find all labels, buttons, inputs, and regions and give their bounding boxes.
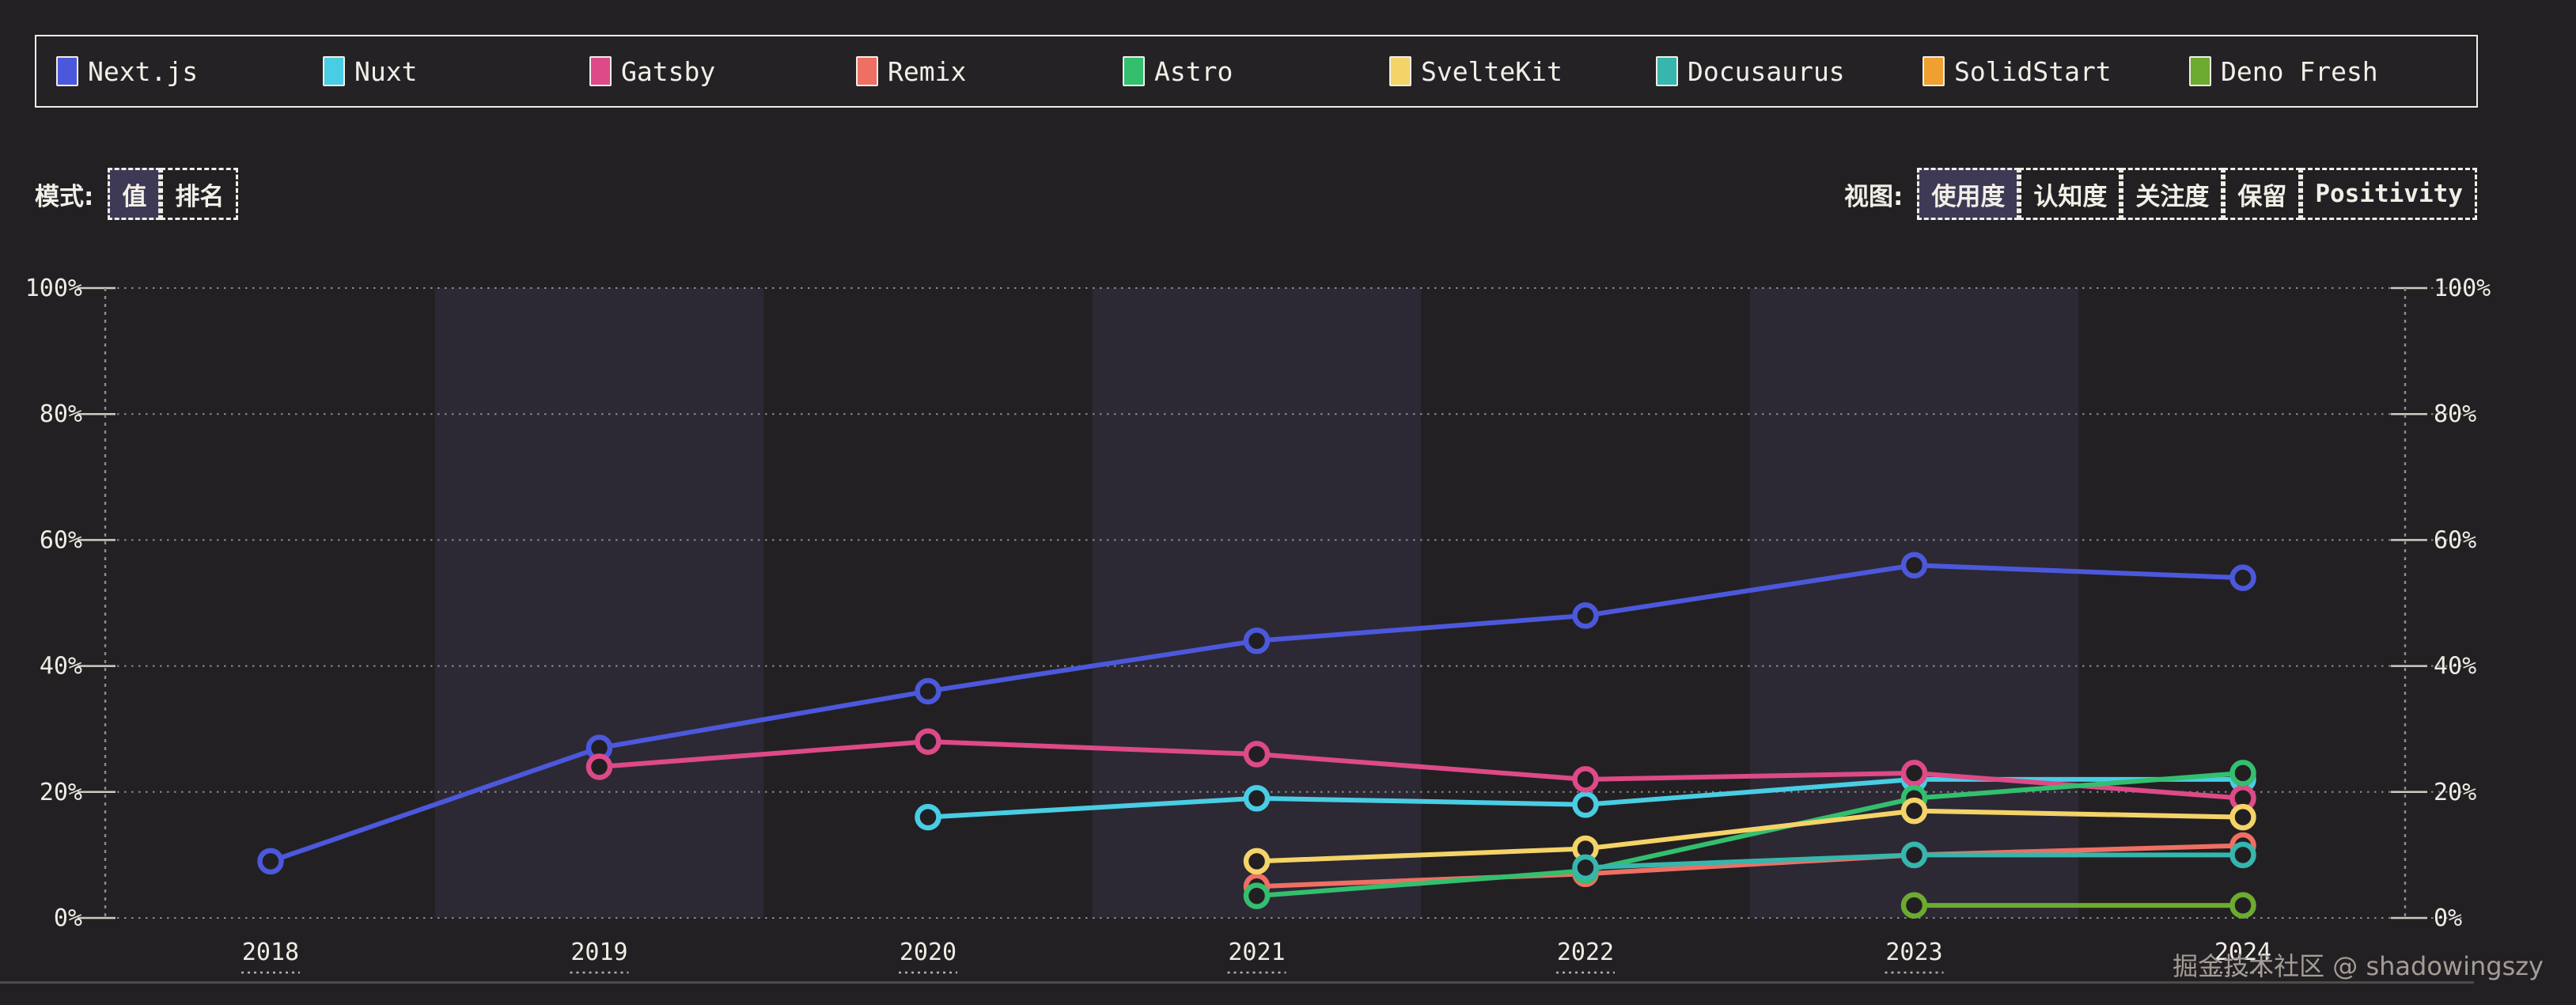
legend-item-next-js[interactable]: Next.js bbox=[56, 56, 323, 87]
view-button-关注度[interactable]: 关注度 bbox=[2121, 168, 2224, 220]
background-band-2021 bbox=[1092, 288, 1422, 918]
data-point-nuxt[interactable] bbox=[1243, 785, 1271, 812]
data-point-next-js[interactable] bbox=[1900, 552, 1928, 578]
legend-swatch-icon bbox=[856, 56, 878, 86]
legend-label: SvelteKit bbox=[1421, 55, 1563, 87]
view-button-使用度[interactable]: 使用度 bbox=[1917, 168, 2020, 220]
legend-item-docusaurus[interactable]: Docusaurus bbox=[1656, 56, 1923, 87]
legend-swatch-icon bbox=[323, 56, 345, 86]
legend-swatch-icon bbox=[1656, 56, 1678, 86]
mode-controls: 模式: 值排名 bbox=[35, 168, 239, 220]
y-axis-label-left: 80% bbox=[40, 400, 82, 428]
data-point-nuxt[interactable] bbox=[1572, 791, 1599, 818]
legend-item-remix[interactable]: Remix bbox=[856, 56, 1123, 87]
legend-label: Deno Fresh bbox=[2221, 55, 2378, 87]
data-point-gatsby[interactable] bbox=[1243, 741, 1271, 768]
x-axis-label-2024: 2024 bbox=[2214, 939, 2271, 966]
legend-swatch-icon bbox=[2189, 56, 2211, 86]
series-line-remix bbox=[1254, 843, 2245, 889]
data-point-docusaurus[interactable] bbox=[1900, 841, 1928, 869]
series-line-gatsby bbox=[597, 739, 2245, 801]
view-button-认知度[interactable]: 认知度 bbox=[2019, 168, 2122, 220]
x-axis-label-2019: 2019 bbox=[570, 939, 627, 966]
view-controls: 视图: 使用度 认知度 关注度 保留 Positivity bbox=[1844, 168, 2477, 220]
legend-item-nuxt[interactable]: Nuxt bbox=[323, 56, 589, 87]
series-line-astro bbox=[1254, 770, 2245, 899]
y-axis-label-right: 80% bbox=[2434, 400, 2476, 428]
y-axis-label-left: 0% bbox=[54, 904, 82, 932]
mode-label: 模式: bbox=[35, 182, 94, 211]
legend-item-gatsby[interactable]: Gatsby bbox=[589, 56, 856, 87]
legend-swatch-icon bbox=[589, 56, 612, 86]
y-axis-label-left: 20% bbox=[40, 779, 82, 806]
data-point-nuxt[interactable] bbox=[915, 803, 941, 831]
legend-swatch-icon bbox=[56, 56, 78, 86]
data-point-gatsby[interactable] bbox=[1900, 760, 1928, 787]
data-point-gatsby[interactable] bbox=[585, 753, 613, 780]
data-point-next-js[interactable] bbox=[1572, 602, 1599, 629]
y-axis-label-left: 60% bbox=[40, 526, 82, 554]
legend-swatch-icon bbox=[1923, 56, 1945, 86]
y-axis-label-right: 0% bbox=[2434, 904, 2462, 932]
data-point-gatsby[interactable] bbox=[915, 728, 941, 755]
legend-label: Astro bbox=[1154, 55, 1233, 87]
mode-button-排名[interactable]: 排名 bbox=[161, 168, 239, 220]
data-point-next-js[interactable] bbox=[2229, 564, 2256, 591]
legend-label: SolidStart bbox=[1954, 55, 2112, 87]
mode-button-值[interactable]: 值 bbox=[108, 168, 161, 220]
data-point-next-js[interactable] bbox=[257, 848, 284, 875]
data-point-sveltekit[interactable] bbox=[1900, 797, 1928, 825]
view-button-保留[interactable]: 保留 bbox=[2223, 168, 2301, 220]
series-line-sveltekit bbox=[1254, 808, 2245, 864]
x-axis-label-2022: 2022 bbox=[1557, 939, 1614, 966]
view-button-Positivity[interactable]: Positivity bbox=[2301, 168, 2477, 220]
legend-label: Docusaurus bbox=[1688, 55, 1845, 87]
legend-label: Remix bbox=[888, 55, 967, 87]
data-point-docusaurus[interactable] bbox=[1572, 854, 1599, 882]
legend-item-astro[interactable]: Astro bbox=[1123, 56, 1389, 87]
legend-swatch-icon bbox=[1123, 56, 1145, 86]
legend-swatch-icon bbox=[1389, 56, 1411, 86]
footer-divider bbox=[0, 981, 2474, 984]
data-point-sveltekit[interactable] bbox=[2229, 803, 2256, 831]
y-axis-label-right: 60% bbox=[2434, 526, 2476, 554]
y-axis-label-left: 100% bbox=[25, 275, 82, 302]
legend-label: Gatsby bbox=[621, 55, 716, 87]
data-point-gatsby[interactable] bbox=[1572, 766, 1599, 793]
view-label: 视图: bbox=[1843, 182, 1904, 211]
legend-item-sveltekit[interactable]: SvelteKit bbox=[1389, 56, 1656, 87]
legend-item-deno-fresh[interactable]: Deno Fresh bbox=[2189, 56, 2456, 87]
data-point-sveltekit[interactable] bbox=[1243, 848, 1271, 875]
data-point-docusaurus[interactable] bbox=[2229, 841, 2256, 869]
footer-credit: 掘金技术社区 @ shadowingszy bbox=[2173, 951, 2544, 981]
y-axis-label-left: 40% bbox=[40, 653, 82, 681]
legend-item-solidstart[interactable]: SolidStart bbox=[1923, 56, 2189, 87]
view-buttons: 使用度 认知度 关注度 保留 Positivity bbox=[1917, 168, 2477, 220]
data-point-next-js[interactable] bbox=[1243, 628, 1271, 654]
data-point-astro[interactable] bbox=[2229, 760, 2256, 787]
mode-buttons: 值排名 bbox=[108, 168, 239, 220]
x-axis-label-2018: 2018 bbox=[242, 939, 299, 966]
data-point-astro[interactable] bbox=[1243, 882, 1271, 909]
data-point-next-js[interactable] bbox=[915, 677, 941, 705]
legend-label: Next.js bbox=[88, 55, 199, 87]
x-axis-label-2021: 2021 bbox=[1228, 939, 1285, 966]
x-axis-label-2023: 2023 bbox=[1885, 939, 1942, 966]
data-point-deno-fresh[interactable] bbox=[2229, 892, 2256, 919]
y-axis-label-right: 20% bbox=[2434, 779, 2476, 806]
data-point-deno-fresh[interactable] bbox=[1900, 892, 1928, 919]
y-axis-label-right: 40% bbox=[2434, 653, 2476, 681]
legend-bar: Next.js Nuxt Gatsby Remix Astro SvelteKit Docu… bbox=[35, 35, 2478, 108]
legend-label: Nuxt bbox=[354, 55, 418, 87]
x-axis-label-2020: 2020 bbox=[900, 939, 957, 966]
y-axis-label-right: 100% bbox=[2434, 275, 2491, 302]
background-band-2019 bbox=[434, 288, 764, 918]
